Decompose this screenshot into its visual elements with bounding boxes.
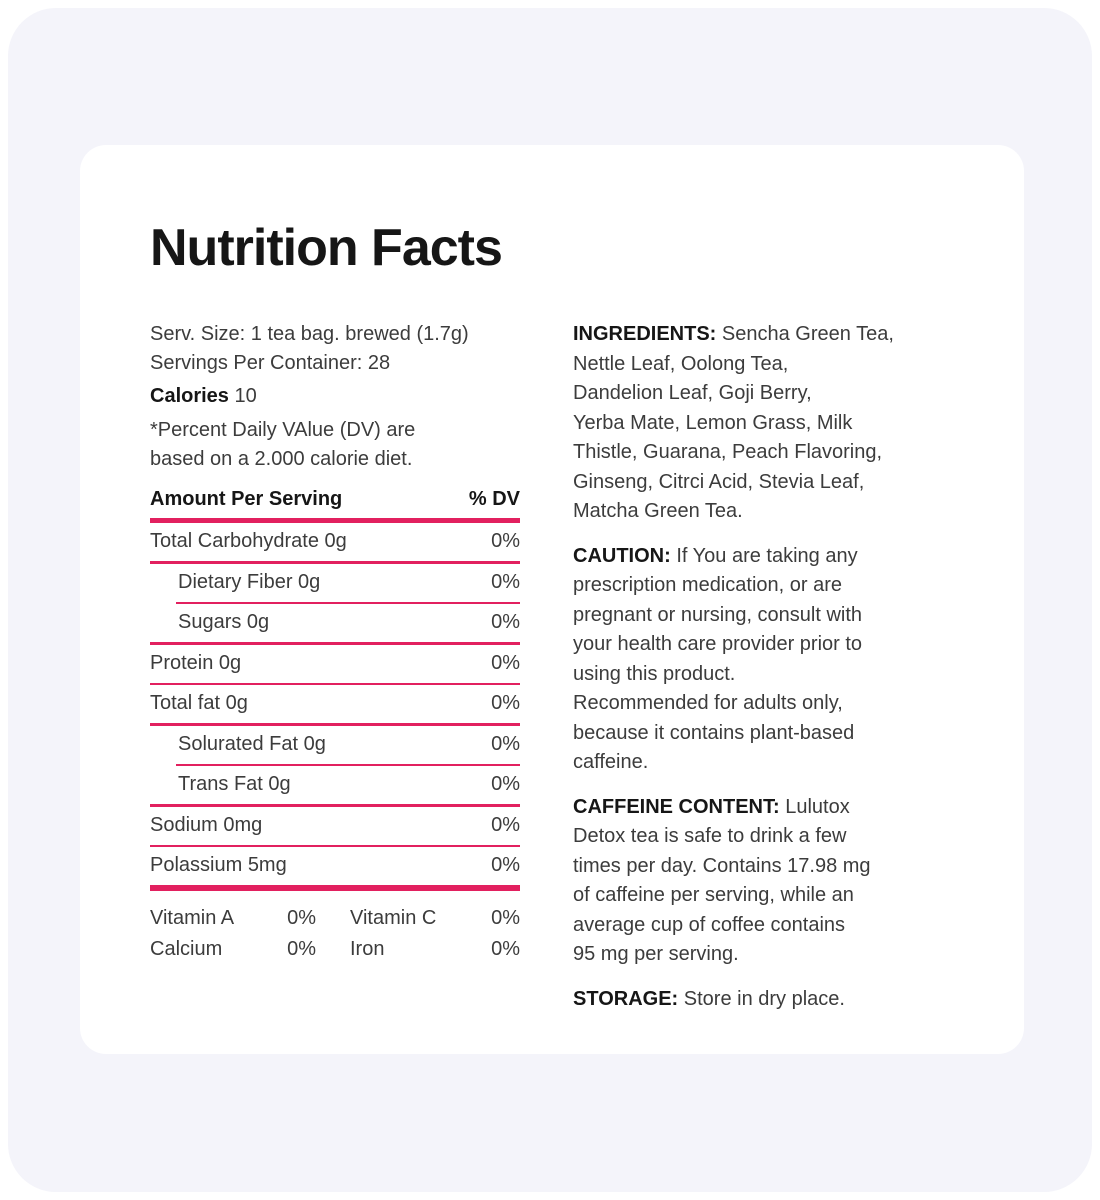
calories-line: Calories 10 — [150, 382, 520, 411]
nutrition-facts-card: Nutrition Facts Serv. Size: 1 tea bag. b… — [80, 145, 1024, 1054]
nutrient-dv-value: 0% — [491, 813, 520, 836]
nutrient-row: Sodium 0mg 0% — [150, 807, 520, 845]
row-separator — [150, 642, 520, 645]
info-column: INGREDIENTS: Sencha Green Tea, Nettle Le… — [573, 320, 952, 1029]
nutrient-dv-value: 0% — [491, 692, 520, 714]
nutrient-rows: Total Carbohydrate 0g 0% Dietary Fiber 0g 0… — [150, 523, 520, 891]
table-header-row: Amount Per Serving % DV — [150, 485, 520, 518]
nutrient-label: Total Carbohydrate 0g — [150, 530, 347, 552]
nutrient-label: Sugars 0g — [178, 611, 270, 633]
micronutrient-label: Calcium — [150, 938, 223, 960]
servings-per-container-line: Servings Per Container: 28 — [150, 352, 391, 374]
section-text: Store in dry place. — [683, 987, 845, 1010]
nutrient-row: Polassium 5mg 0% — [150, 847, 520, 885]
nutrient-row: Solurated Fat 0g 0% — [150, 726, 520, 764]
nutrition-table-column: Serv. Size: 1 tea bag. brewed (1.7g) Ser… — [150, 320, 520, 1029]
row-separator — [150, 804, 520, 807]
page-title: Nutrition Facts — [150, 219, 503, 277]
section-ingredients: INGREDIENTS: Sencha Green Tea, Nettle Le… — [573, 320, 952, 527]
micronutrient-label: Iron — [350, 938, 385, 960]
section-heading: CAFFEINE CONTENT: — [573, 795, 780, 818]
label-panel: Nutrition Facts Serv. Size: 1 tea bag. b… — [8, 8, 1092, 1192]
nutrient-label: Protein 0g — [150, 651, 242, 674]
nutrient-dv-value: 0% — [491, 773, 520, 795]
nutrient-row: Sugars 0g 0% — [150, 604, 520, 642]
nutrient-label: Total fat 0g — [150, 692, 248, 714]
nutrient-row: Protein 0g 0% — [150, 645, 520, 683]
nutrient-label: Sodium 0mg — [150, 813, 263, 836]
row-separator — [150, 885, 520, 891]
section-text: If You are taking any prescription medic… — [573, 544, 863, 774]
serving-info: Serv. Size: 1 tea bag. brewed (1.7g) Ser… — [150, 320, 520, 378]
nutrient-label: Trans Fat 0g — [178, 773, 291, 795]
micronutrient-row: Vitamin A 0% Vitamin C 0% — [150, 903, 520, 934]
section-text: Lulutox Detox tea is safe to drink a few… — [573, 795, 871, 966]
daily-value-footnote: *Percent Daily VAlue (DV) are based on a… — [150, 419, 416, 470]
header-separator — [150, 518, 520, 523]
section-caffeine-content: CAFFEINE CONTENT: Lulutox Detox tea is s… — [573, 793, 952, 970]
micronutrient-value: 0% — [287, 907, 316, 929]
amount-per-serving-header: Amount Per Serving — [150, 488, 343, 510]
micronutrient-label: Vitamin C — [350, 907, 437, 929]
micronutrient-value: 0% — [491, 938, 520, 960]
calories-label: Calories — [150, 385, 229, 407]
section-storage: STORAGE: Store in dry place. — [573, 985, 952, 1015]
micronutrient-row: Calcium 0% Iron 0% — [150, 934, 520, 965]
nutrient-label: Polassium 5mg — [150, 854, 287, 876]
nutrient-dv-value: 0% — [491, 570, 520, 593]
row-separator — [150, 723, 520, 726]
content-columns: Serv. Size: 1 tea bag. brewed (1.7g) Ser… — [150, 320, 952, 1029]
section-heading: CAUTION: — [573, 544, 671, 567]
row-separator — [176, 763, 520, 766]
row-separator — [150, 844, 520, 847]
nutrient-dv-value: 0% — [491, 854, 520, 876]
nutrient-dv-value: 0% — [491, 732, 520, 755]
micronutrient-value: 0% — [287, 938, 316, 960]
nutrient-row: Total fat 0g 0% — [150, 685, 520, 723]
section-heading: STORAGE: — [573, 987, 679, 1010]
micronutrient-label: Vitamin A — [150, 907, 235, 929]
nutrient-label: Solurated Fat 0g — [178, 732, 326, 755]
nutrient-label: Dietary Fiber 0g — [178, 570, 321, 593]
serving-size-line: Serv. Size: 1 tea bag. brewed (1.7g) — [150, 323, 469, 345]
section-heading: INGREDIENTS: — [573, 323, 717, 345]
row-separator — [150, 561, 520, 564]
row-separator — [150, 682, 520, 685]
section-text: Sencha Green Tea, Nettle Leaf, Oolong Te… — [573, 323, 894, 522]
nutrient-dv-value: 0% — [491, 611, 520, 633]
micronutrient-value: 0% — [491, 907, 520, 929]
micronutrients-grid: Vitamin A 0% Vitamin C 0% Calcium 0% Iron 0% — [150, 903, 520, 965]
row-separator — [176, 601, 520, 604]
nutrient-row: Trans Fat 0g 0% — [150, 766, 520, 804]
nutrient-row: Total Carbohydrate 0g 0% — [150, 523, 520, 561]
section-caution: CAUTION: If You are taking any prescript… — [573, 542, 952, 778]
nutrient-dv-value: 0% — [491, 651, 520, 674]
calories-value: 10 — [234, 385, 257, 407]
nutrient-row: Dietary Fiber 0g 0% — [150, 564, 520, 602]
nutrient-dv-value: 0% — [491, 530, 520, 552]
percent-dv-header: % DV — [468, 488, 520, 510]
